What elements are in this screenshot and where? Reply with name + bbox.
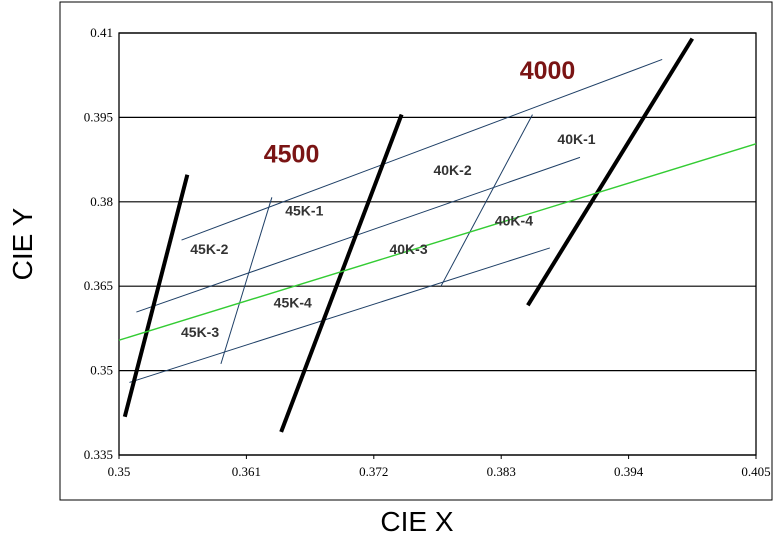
y-tick-label: 0.41 — [90, 25, 113, 40]
bin-label: 40K-2 — [433, 162, 471, 178]
plot-area-border — [118, 32, 757, 456]
region-boundary-line-1 — [136, 156, 581, 313]
cct-isotherm-line-7 — [526, 37, 695, 307]
cct-label: 4500 — [264, 140, 320, 168]
cct-label: 4000 — [520, 57, 576, 85]
chart-area-border — [59, 1, 773, 501]
cct-isotherm-line-6 — [279, 113, 404, 433]
x-axis-title: CIE X — [380, 506, 453, 537]
region-boundary-line-4 — [440, 114, 533, 287]
x-tick-label: 0.35 — [108, 464, 131, 479]
y-tick-label: 0.365 — [84, 278, 113, 293]
region-boundary-line-0 — [129, 247, 550, 383]
bin-label: 45K-3 — [181, 324, 219, 340]
region-boundary-line-3 — [220, 197, 273, 364]
y-tick-label: 0.38 — [90, 194, 113, 209]
annotation-layer: 45K-1 45K-2 45K-3 45K-4 40K-1 40K-2 40K-3 40K-4… — [181, 57, 596, 340]
x-tick-label: 0.383 — [487, 464, 516, 479]
cct-isotherm-line-5 — [122, 174, 190, 418]
bin-label: 45K-1 — [285, 202, 323, 218]
planckian-locus-line-8 — [118, 143, 757, 341]
y-tick-label: 0.395 — [84, 109, 113, 124]
x-tick-label: 0.394 — [614, 464, 644, 479]
bin-label: 40K-3 — [389, 241, 427, 257]
x-tick-label: 0.361 — [232, 464, 261, 479]
y-tick-label: 0.35 — [90, 363, 113, 378]
series-layer — [118, 37, 757, 433]
ticks-layer: 0.335 0.35 0.365 0.38 0.395 0.41 0.35 0.361 0.37… — [84, 25, 771, 479]
x-tick-label: 0.372 — [359, 464, 388, 479]
region-boundary-line-2 — [181, 58, 663, 241]
bin-label: 40K-1 — [557, 131, 595, 147]
bin-label: 45K-4 — [274, 295, 312, 311]
bin-label: 45K-2 — [190, 241, 228, 257]
bin-label: 40K-4 — [495, 212, 533, 228]
y-axis-title: CIE Y — [7, 207, 38, 280]
y-tick-label: 0.335 — [84, 447, 113, 462]
x-tick-label: 0.405 — [741, 464, 770, 479]
